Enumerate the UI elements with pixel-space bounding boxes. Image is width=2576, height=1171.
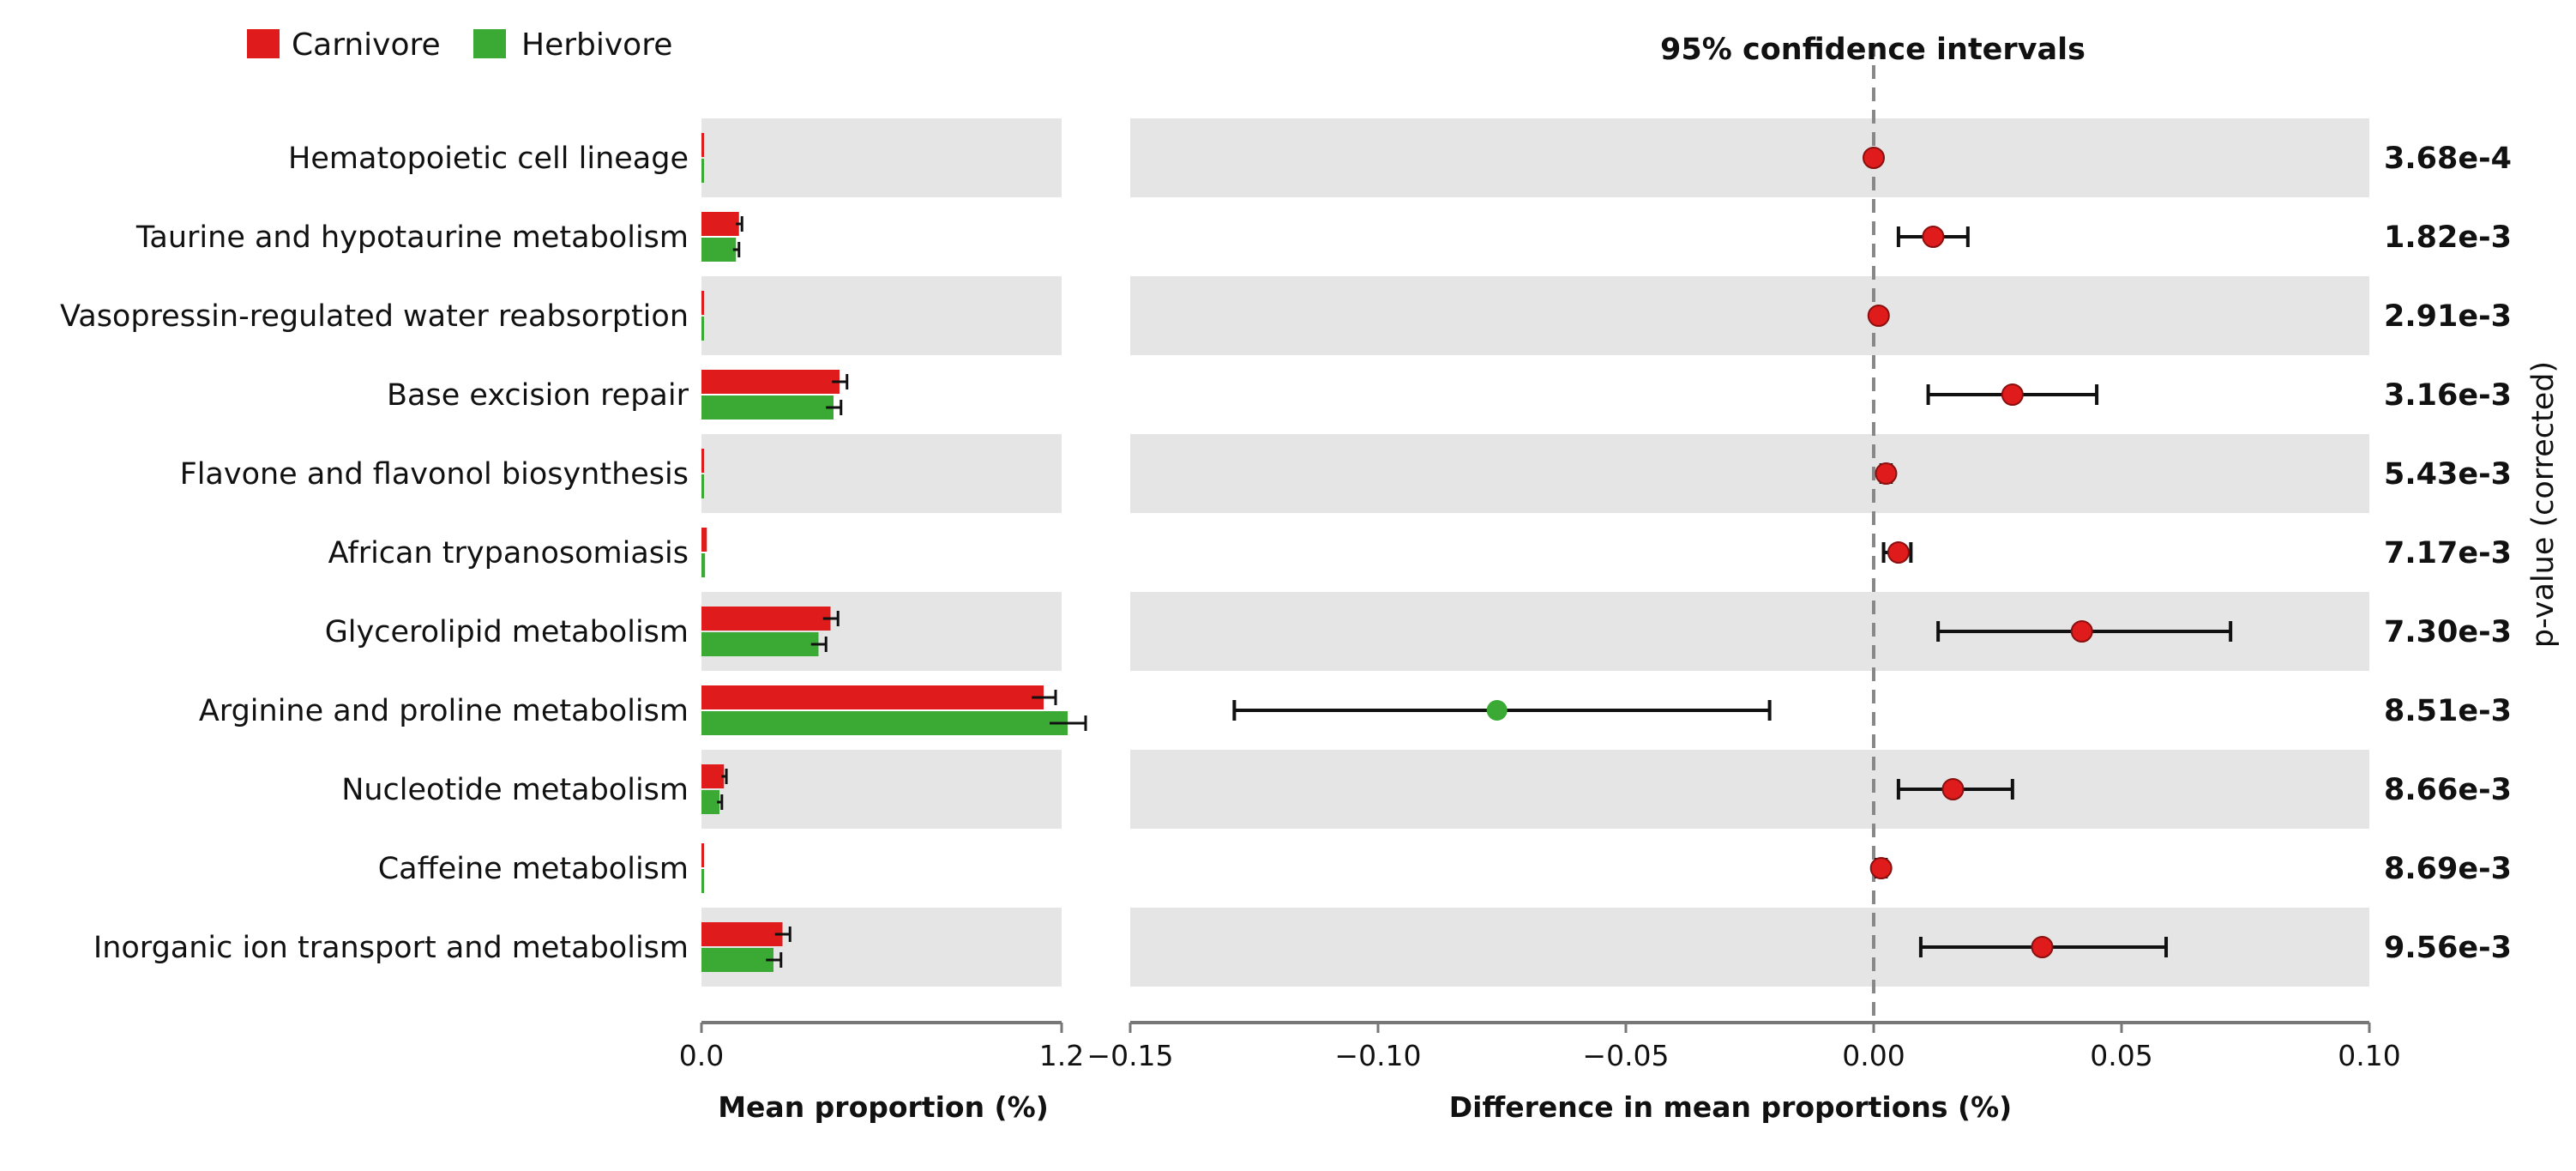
bar-herbivore — [701, 395, 834, 420]
chart-title: 95% confidence intervals — [1660, 33, 2085, 67]
row-band-right — [1130, 434, 2369, 513]
row-band-left — [701, 118, 1062, 197]
bar-herbivore — [701, 632, 819, 656]
left-x-tick-label: 1.2 — [1039, 1039, 1084, 1072]
bar-herbivore — [701, 317, 704, 341]
category-label: Nucleotide metabolism — [341, 773, 689, 807]
bar-carnivore — [701, 922, 783, 946]
p-value-label: 3.68e-4 — [2384, 142, 2512, 176]
row-band-right — [1130, 750, 2369, 829]
difference-point — [2001, 383, 2024, 406]
difference-point — [1486, 700, 1508, 721]
p-value-label: 9.56e-3 — [2384, 931, 2512, 965]
row-band-right — [1130, 276, 2369, 355]
row-band-right — [1130, 908, 2369, 987]
bar-carnivore — [701, 528, 707, 552]
left-x-axis-label: Mean proportion (%) — [718, 1090, 1049, 1124]
category-label: Inorganic ion transport and metabolism — [93, 931, 689, 965]
row-band-left — [701, 276, 1062, 355]
difference-point — [1875, 462, 1898, 485]
bar-carnivore — [701, 843, 704, 867]
category-label: African trypanosomiasis — [328, 536, 689, 570]
category-label: Flavone and flavonol biosynthesis — [180, 457, 689, 492]
category-label: Hematopoietic cell lineage — [288, 142, 689, 176]
legend-label-carnivore: Carnivore — [292, 27, 441, 63]
bar-carnivore — [701, 370, 840, 394]
difference-point — [2031, 936, 2054, 958]
difference-point — [2070, 620, 2093, 643]
p-value-label: 3.16e-3 — [2384, 378, 2512, 413]
bar-herbivore — [701, 159, 704, 183]
difference-point — [1887, 541, 1910, 564]
category-label: Caffeine metabolism — [378, 852, 689, 886]
legend-swatch-herbivore — [473, 29, 506, 58]
p-value-label: 7.17e-3 — [2384, 536, 2512, 570]
bar-carnivore — [701, 291, 704, 315]
right-x-tick-label: −0.15 — [1086, 1039, 1173, 1072]
legend: Carnivore Herbivore — [247, 27, 672, 63]
difference-point — [1941, 778, 1965, 800]
bar-herbivore — [701, 474, 704, 498]
category-label: Vasopressin-regulated water reabsorption — [60, 299, 689, 334]
row-band-left — [701, 592, 1062, 671]
bar-carnivore — [701, 764, 725, 788]
category-label: Base excision repair — [387, 378, 689, 413]
bar-herbivore — [701, 869, 704, 893]
bar-herbivore — [701, 238, 737, 262]
right-x-tick-label: −0.05 — [1582, 1039, 1669, 1072]
bar-herbivore — [701, 711, 1068, 735]
row-band-right — [1130, 118, 2369, 197]
bar-carnivore — [701, 212, 739, 236]
difference-point — [1922, 226, 1945, 248]
right-x-axis-label: Difference in mean proportions (%) — [1449, 1090, 2012, 1124]
category-label: Glycerolipid metabolism — [325, 615, 689, 649]
p-value-label: 2.91e-3 — [2384, 299, 2512, 334]
legend-label-herbivore: Herbivore — [521, 27, 672, 63]
p-value-label: 1.82e-3 — [2384, 220, 2512, 255]
bar-carnivore — [701, 607, 831, 631]
bar-herbivore — [701, 553, 706, 577]
bar-carnivore — [701, 685, 1044, 709]
row-band-left — [701, 434, 1062, 513]
legend-swatch-carnivore — [247, 29, 280, 58]
right-x-tick-label: 0.10 — [2338, 1039, 2400, 1072]
p-value-label: 8.51e-3 — [2384, 694, 2512, 728]
p-value-label: 8.66e-3 — [2384, 773, 2512, 807]
p-value-label: 5.43e-3 — [2384, 457, 2512, 492]
bar-herbivore — [701, 948, 773, 972]
p-value-label: 8.69e-3 — [2384, 852, 2512, 886]
p-value-axis-label: p-value (corrected) — [2526, 361, 2561, 648]
category-label: Arginine and proline metabolism — [199, 694, 689, 728]
right-x-tick-label: 0.00 — [1842, 1039, 1905, 1072]
row-band-left — [701, 750, 1062, 829]
difference-point — [1869, 857, 1893, 879]
bar-carnivore — [701, 133, 704, 157]
difference-point — [1867, 305, 1890, 327]
row-band-left — [701, 908, 1062, 987]
right-x-tick-label: −0.10 — [1334, 1039, 1421, 1072]
category-label: Taurine and hypotaurine metabolism — [135, 220, 689, 255]
bar-carnivore — [701, 449, 704, 473]
difference-point — [1863, 147, 1885, 169]
p-value-label: 7.30e-3 — [2384, 615, 2512, 649]
bar-herbivore — [701, 790, 719, 814]
left-x-tick-label: 0.0 — [679, 1039, 724, 1072]
right-x-tick-label: 0.05 — [2090, 1039, 2152, 1072]
